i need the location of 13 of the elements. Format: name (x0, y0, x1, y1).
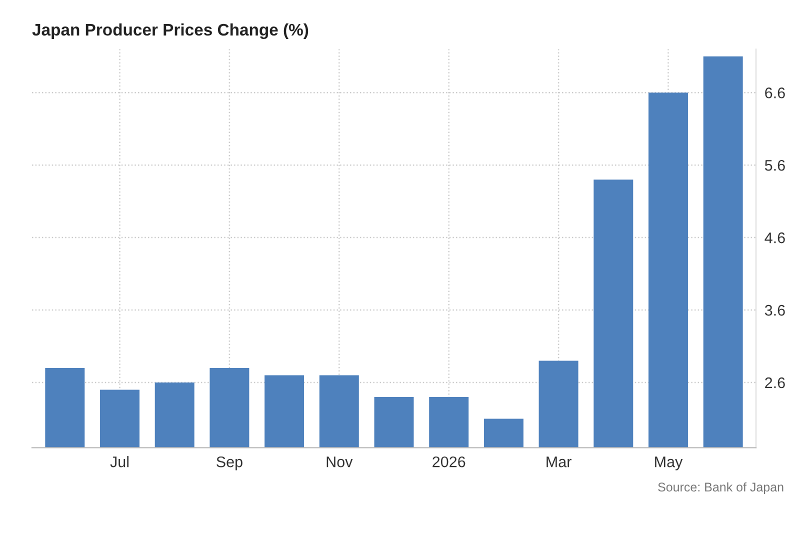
x-tick-label: Sep (216, 456, 242, 470)
y-tick-label: 3.6 (764, 304, 785, 316)
chart-title: Japan Producer Prices Change (%) (32, 23, 308, 40)
x-tick-label: May (655, 456, 683, 470)
source-note: Source: Bank of Japan (658, 482, 784, 494)
y-tick-label: 6.6 (765, 87, 785, 98)
x-tick-label: 2026 (432, 456, 466, 468)
y-tick-label: 4.6 (764, 232, 785, 244)
y-tick-label: 2.6 (765, 377, 785, 388)
x-tick-label: Mar (546, 456, 572, 468)
x-tick-label: Jul (110, 456, 128, 468)
y-tick-label: 5.6 (764, 160, 785, 171)
x-tick-label: Nov (326, 456, 353, 468)
